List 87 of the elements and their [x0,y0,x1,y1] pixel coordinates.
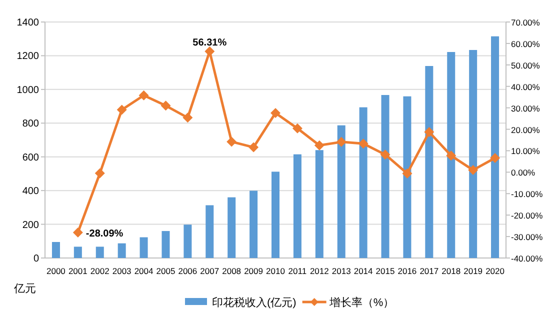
x-tick-label: 2010 [266,266,286,276]
point [226,136,237,147]
point [468,165,478,176]
y-tick-label: 200 [22,220,40,231]
y2-tick-label: 70.00% [511,18,540,28]
y2-tick-label: 30.00% [511,103,540,114]
y2-tick-label: 0.00% [511,168,536,178]
x-tick-label: 2004 [134,266,154,276]
bar [469,50,478,258]
point [248,142,259,152]
x-tick-label: 2009 [244,266,264,276]
point [446,150,456,161]
point [116,104,127,115]
bar [140,237,148,258]
point [314,140,324,150]
x-tick-label: 2013 [332,266,352,276]
data-label: -28.09% [86,228,124,240]
x-tick-label: 2005 [156,266,176,276]
point [160,100,171,111]
y-tick-label: 1400 [16,18,40,28]
y2-tick-label: 20.00% [511,124,540,135]
x-tick-label: 2008 [222,266,242,276]
x-tick-label: 2017 [420,266,439,276]
bar [337,125,346,258]
bar [359,107,368,258]
x-tick-label: 2006 [178,266,198,276]
bar [293,154,302,258]
bar [162,231,170,258]
y2-tick-label: 40.00% [511,82,540,92]
x-tick-label: 2012 [310,266,330,276]
point [358,138,368,149]
bar [315,150,324,258]
bar [272,172,280,258]
point [424,127,434,138]
x-tick-label: 2019 [464,266,483,276]
point [490,153,500,164]
point [72,227,83,238]
bar [96,246,104,258]
bar [206,205,214,258]
bar [403,96,412,258]
bar [74,246,82,258]
y-tick-label: 1000 [16,84,40,96]
x-tick-label: 2018 [442,266,461,276]
point [380,150,390,160]
point [204,46,215,56]
bar [381,94,390,258]
bar [250,190,258,258]
y-tick-label: 1200 [16,51,40,62]
y2-tick-label: 60.00% [511,38,540,49]
x-tick-label: 2007 [200,266,220,276]
y2-tick-label: 50.00% [511,60,540,70]
x-tick-label: 2003 [112,266,132,276]
legend-label: 印花税收入(亿元) [212,296,296,309]
x-tick-label: 2002 [90,266,110,276]
point [270,108,280,118]
bar [425,66,434,258]
y2-tick-label: -10.00% [511,189,544,200]
point [182,112,193,123]
y-tick-label: 0 [33,254,40,264]
point [402,168,412,178]
x-tick-label: 2016 [398,266,417,276]
data-label: 56.31% [192,37,227,48]
point [138,90,149,100]
bar [184,224,192,258]
x-tick-label: 2015 [376,266,395,276]
y2-tick-label: -20.00% [511,210,544,221]
y2-tick-label: 10.00% [511,146,540,156]
x-tick-label: 2014 [354,266,374,276]
point [292,123,302,134]
point [94,168,105,178]
bar [447,52,456,258]
y-tick-label: 600 [22,152,40,164]
y-tick-label: 400 [22,186,40,198]
x-tick-label: 2001 [68,266,88,276]
point [336,136,346,147]
y-tick-label: 800 [22,118,40,130]
y2-tick-label: -30.00% [511,232,544,242]
y2-tick-label: -40.00% [511,254,544,264]
bar [228,197,236,258]
legend-label: 增长率（%） [328,296,394,309]
bar [118,243,126,258]
x-tick-label: 2000 [46,266,66,276]
bar [491,36,500,258]
y-axis-title: 亿元 [13,283,36,295]
x-tick-label: 2011 [288,266,307,276]
x-tick-label: 2020 [486,266,505,276]
bar [52,242,60,258]
